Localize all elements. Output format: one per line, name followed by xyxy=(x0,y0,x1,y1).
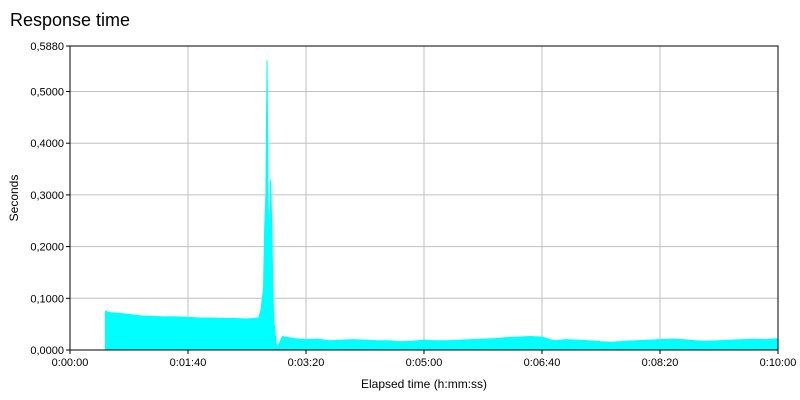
y-tick-labels: 0,0000 0,1000 0,2000 0,3000 0,4000 0,5000 0,58… xyxy=(30,41,70,357)
x-tick-labels: 0:00:00 0:01:40 0:03:20 0:05:00 0:06:40 0:08:… xyxy=(52,350,797,369)
y-tick-label: 0,3000 xyxy=(30,190,64,202)
x-tick-label: 0:03:20 xyxy=(288,357,325,369)
y-axis-label: Seconds xyxy=(7,175,21,222)
x-tick-label: 0:00:00 xyxy=(52,357,89,369)
x-axis-label: Elapsed time (h:mm:ss) xyxy=(361,377,487,391)
x-tick-label: 0:10:00 xyxy=(760,357,797,369)
x-tick-label: 0:01:40 xyxy=(170,357,207,369)
x-tick-label: 0:06:40 xyxy=(524,357,561,369)
series-area xyxy=(104,60,779,351)
y-tick-label: 0,0000 xyxy=(30,345,64,357)
x-tick-label: 0:05:00 xyxy=(406,357,443,369)
y-tick-label: 0,4000 xyxy=(30,138,64,150)
y-tick-label: 0,2000 xyxy=(30,242,64,254)
y-tick-label: 0,1000 xyxy=(30,293,64,305)
x-tick-label: 0:08:20 xyxy=(642,357,679,369)
y-tick-label: 0,5000 xyxy=(30,86,64,98)
grid-lines xyxy=(70,46,778,350)
y-tick-label: 0,5880 xyxy=(30,41,64,53)
series-area-path xyxy=(104,60,779,351)
chart-title: Response time xyxy=(10,10,131,30)
